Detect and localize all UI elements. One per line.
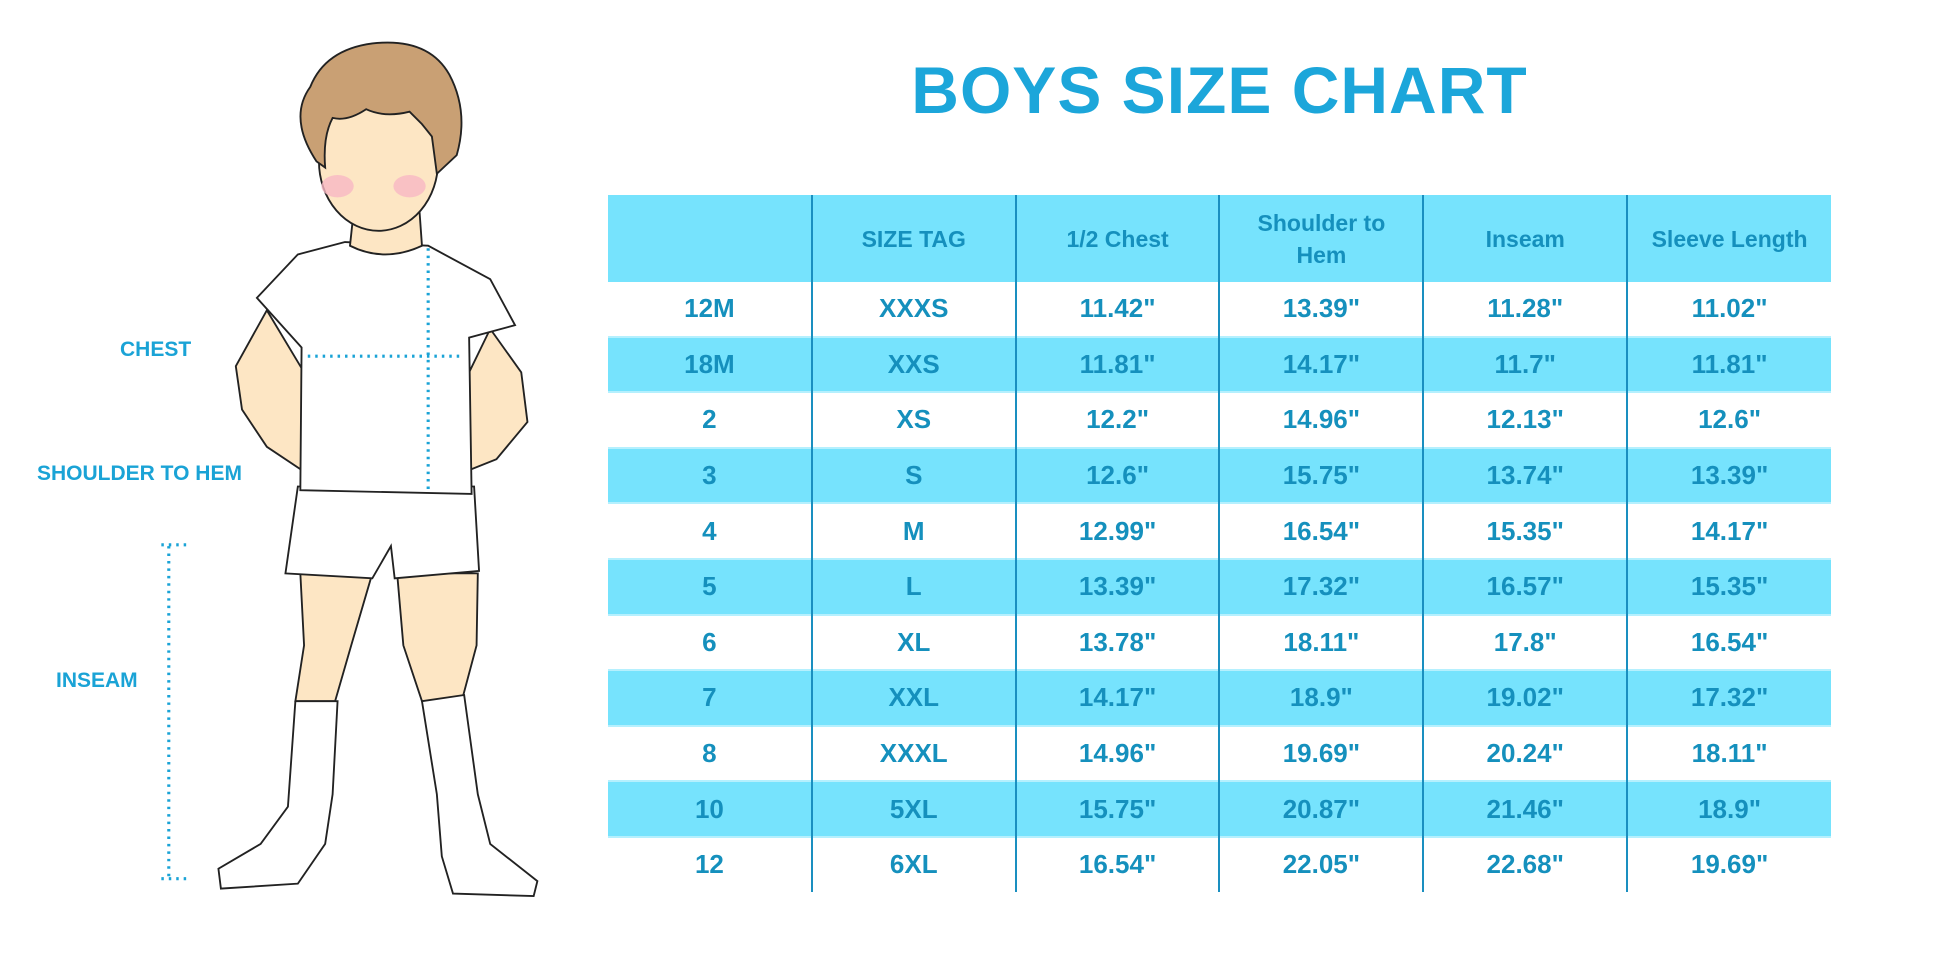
cell-half-chest: 11.81" [1014, 336, 1220, 393]
cell-inseam: 19.02" [1422, 670, 1628, 726]
table-row: 7 XXL 14.17" 18.9" 19.02" 17.32" [608, 670, 1831, 726]
cell-sleeve-length: 17.32" [1626, 670, 1831, 726]
cell-size-tag: XS [810, 392, 1016, 448]
header-sleeve-length: Sleeve Length [1626, 195, 1831, 282]
size-table: SIZE TAG 1/2 Chest Shoulder to Hem Insea… [608, 195, 1831, 892]
cell-sleeve-length: 11.81" [1626, 336, 1831, 393]
cell-sleeve-length: 19.69" [1626, 836, 1831, 892]
cell-half-chest: 12.6" [1014, 447, 1220, 504]
cell-sleeve-length: 18.9" [1626, 781, 1831, 837]
table-row: 8 XXXL 14.96" 19.69" 20.24" 18.11" [608, 725, 1831, 782]
cell-half-chest: 13.78" [1014, 614, 1220, 671]
cell-inseam: 20.24" [1422, 725, 1628, 782]
cell-sleeve-length: 15.35" [1626, 558, 1831, 615]
cell-size-tag: XL [810, 614, 1016, 671]
cell-half-chest: 16.54" [1014, 836, 1220, 892]
table-row: 5 L 13.39" 17.32" 16.57" 15.35" [608, 558, 1831, 615]
table-row: 12M XXXS 11.42" 13.39" 11.28" 11.02" [608, 282, 1831, 337]
cell-shoulder-to-hem: 16.54" [1218, 503, 1424, 559]
cell-size-tag: L [810, 558, 1016, 615]
table-row: 6 XL 13.78" 18.11" 17.8" 16.54" [608, 614, 1831, 671]
cell-inseam: 17.8" [1422, 614, 1628, 671]
cell-sleeve-length: 13.39" [1626, 447, 1831, 504]
cell-shoulder-to-hem: 19.69" [1218, 725, 1424, 782]
cell-shoulder-to-hem: 13.39" [1218, 282, 1424, 337]
cell-size: 18M [608, 336, 812, 393]
cell-inseam: 16.57" [1422, 558, 1628, 615]
cell-half-chest: 12.99" [1014, 503, 1220, 559]
cell-size: 5 [608, 558, 812, 615]
cell-inseam: 15.35" [1422, 503, 1628, 559]
cell-half-chest: 14.96" [1014, 725, 1220, 782]
cell-shoulder-to-hem: 17.32" [1218, 558, 1424, 615]
cell-sleeve-length: 16.54" [1626, 614, 1831, 671]
cell-half-chest: 11.42" [1014, 282, 1220, 337]
cell-size-tag: XXS [810, 336, 1016, 393]
cell-size: 7 [608, 670, 812, 726]
cell-inseam: 11.28" [1422, 282, 1628, 337]
cell-inseam: 12.13" [1422, 392, 1628, 448]
cell-size-tag: S [810, 447, 1016, 504]
cell-size: 12M [684, 293, 735, 324]
cell-half-chest: 14.17" [1014, 670, 1220, 726]
cell-shoulder-to-hem: 18.11" [1218, 614, 1424, 671]
cell-size-tag: XXXS [810, 282, 1016, 337]
cell-size: 3 [608, 447, 812, 504]
cell-shoulder-to-hem: 18.9" [1218, 670, 1424, 726]
header-half-chest: 1/2 Chest [1014, 195, 1220, 282]
cell-inseam: 13.74" [1422, 447, 1628, 504]
cell-inseam: 21.46" [1422, 781, 1628, 837]
cell-size-tag: 5XL [810, 781, 1016, 837]
cell-size-tag: M [810, 503, 1016, 559]
header-size-tag: SIZE TAG [810, 195, 1016, 282]
cell-size: 2 [702, 404, 717, 435]
table-row: 2 XS 12.2" 14.96" 12.13" 12.6" [608, 392, 1831, 448]
shoulder-to-hem-label: SHOULDER TO HEM [37, 462, 242, 485]
header-inseam: Inseam [1422, 195, 1628, 282]
header-shoulder-to-hem: Shoulder to Hem [1218, 195, 1424, 282]
cell-half-chest: 15.75" [1014, 781, 1220, 837]
inseam-label: INSEAM [56, 669, 138, 692]
cell-size: 6 [702, 626, 717, 657]
page-title: BOYS SIZE CHART [911, 53, 1528, 127]
table-header-row: SIZE TAG 1/2 Chest Shoulder to Hem Insea… [608, 195, 1831, 282]
cell-inseam: 22.68" [1422, 836, 1628, 892]
cell-size-tag: 6XL [810, 836, 1016, 892]
cell-shoulder-to-hem: 22.05" [1218, 836, 1424, 892]
table-row: 18M XXS 11.81" 14.17" 11.7" 11.81" [608, 336, 1831, 393]
cell-sleeve-length: 11.02" [1626, 282, 1831, 337]
cell-inseam: 11.7" [1422, 336, 1628, 393]
chest-label: CHEST [120, 338, 192, 361]
cell-sleeve-length: 14.17" [1626, 503, 1831, 559]
cell-size: 4 [702, 515, 717, 546]
cell-size: 8 [702, 738, 717, 769]
table-row: 12 6XL 16.54" 22.05" 22.68" 19.69" [608, 836, 1831, 892]
cell-size-tag: XXL [810, 670, 1016, 726]
cell-shoulder-to-hem: 14.17" [1218, 336, 1424, 393]
cell-size: 12 [694, 849, 724, 880]
cell-size: 10 [608, 781, 812, 837]
cell-shoulder-to-hem: 15.75" [1218, 447, 1424, 504]
table-row: 10 5XL 15.75" 20.87" 21.46" 18.9" [608, 781, 1831, 837]
table-row: 4 M 12.99" 16.54" 15.35" 14.17" [608, 503, 1831, 559]
cell-sleeve-length: 18.11" [1626, 725, 1831, 782]
cell-shoulder-to-hem: 20.87" [1218, 781, 1424, 837]
cell-shoulder-to-hem: 14.96" [1218, 392, 1424, 448]
header-size [608, 195, 812, 282]
cell-half-chest: 13.39" [1014, 558, 1220, 615]
cell-half-chest: 12.2" [1014, 392, 1220, 448]
cell-size-tag: XXXL [810, 725, 1016, 782]
cell-sleeve-length: 12.6" [1626, 392, 1831, 448]
table-row: 3 S 12.6" 15.75" 13.74" 13.39" [608, 447, 1831, 504]
